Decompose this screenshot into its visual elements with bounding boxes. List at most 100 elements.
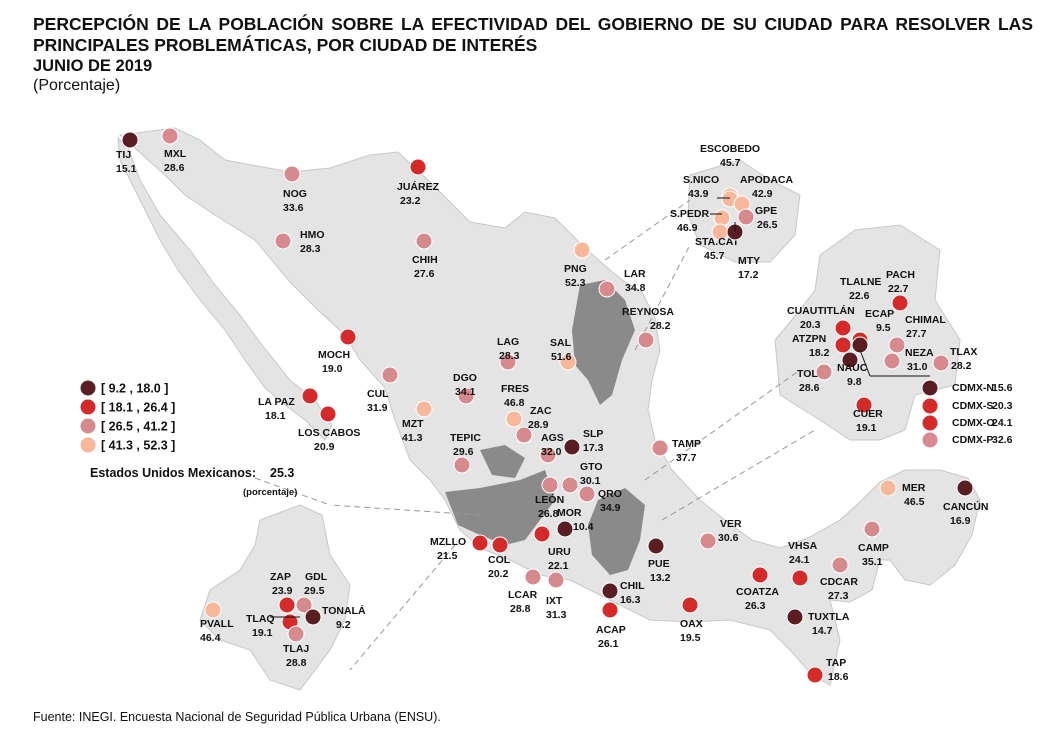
city-mor-marker — [556, 520, 574, 538]
cdmx-tol-value: 28.6 — [799, 382, 820, 394]
city-cul-name: CUL — [367, 388, 389, 400]
city-leon-marker — [541, 476, 559, 494]
city-tamp-name: TAMP — [672, 438, 701, 450]
mty-s-nico-value: 43.9 — [688, 188, 709, 200]
city-tuxtla-marker — [786, 608, 804, 626]
city-ver-name: VER — [720, 518, 742, 530]
cdmx-cdmx-n-name: CDMX-N — [952, 382, 994, 394]
city-cdcar-value: 27.3 — [828, 590, 849, 602]
city-hmo-value: 28.3 — [300, 243, 321, 255]
city-zac-name: ZAC — [530, 405, 552, 417]
cdmx-nauc-name: NAUC — [837, 362, 868, 374]
legend-label-1: [ 9.2 , 18.0 ] — [101, 382, 168, 396]
cdmx-neza-marker — [883, 352, 901, 370]
city-leon-name: LEÓN — [535, 493, 564, 506]
city-col-marker — [491, 536, 509, 554]
cdmx-chimal-name: CHIMAL — [905, 314, 946, 326]
gdl-gdl-marker — [295, 596, 313, 614]
city-dgo-value: 34.1 — [455, 386, 476, 398]
city-juarez-name: JUÁREZ — [397, 180, 440, 193]
city-uru-value: 22.1 — [548, 560, 569, 572]
gdl-tlaq-name: TLAQ — [246, 613, 275, 625]
city-zac-value: 28.9 — [528, 419, 549, 431]
cdmx-neza-name: NEZA — [905, 347, 934, 359]
legend-label-4: [ 41.3 , 52.3 ] — [101, 439, 175, 453]
city-sal-value: 51.6 — [551, 351, 572, 363]
city-nog-value: 33.6 — [283, 202, 304, 214]
city-mzt-marker — [415, 400, 433, 418]
city-tuxtla-name: TUXTLA — [808, 611, 850, 623]
city-cul-marker — [381, 366, 399, 384]
city-acap-marker — [601, 601, 619, 619]
gdl-pvall-name: PVALL — [200, 618, 234, 630]
city-vhsa-value: 24.1 — [789, 554, 810, 566]
cdmx-cdmx-p-value: 32.6 — [992, 434, 1013, 446]
city-camp-name: CAMP — [858, 542, 889, 554]
inset-cdmx: PACH 22.7 TLALNE 22.6 CUAUTITLÁN 20.3 ECAP 9.5 C… — [787, 269, 1013, 449]
city-tap-marker — [806, 666, 824, 684]
city-chil-name: CHIL — [620, 580, 645, 592]
cdmx-cdmx-s-name: CDMX-S — [952, 400, 993, 412]
city-cancun-name: CANCÚN — [943, 500, 989, 513]
national-value: 25.3 — [270, 466, 294, 480]
city-mxl-value: 28.6 — [164, 162, 185, 174]
mty-s-pedr-marker — [713, 209, 731, 227]
city-la-paz-value: 18.1 — [265, 410, 286, 422]
cdmx-cdmx-n-marker — [921, 379, 939, 397]
cdmx-cdmx-p-name: CDMX-P — [952, 434, 993, 446]
legend-label-3: [ 26.5 , 41.2 ] — [101, 420, 175, 434]
city-chih-name: CHIH — [412, 254, 438, 266]
source-note: Fuente: INEGI. Encuesta Nacional de Segu… — [33, 710, 441, 724]
city-mzt-name: MZT — [402, 418, 424, 430]
cdmx-cuer-name: CUER — [853, 408, 883, 420]
city-png-value: 52.3 — [565, 277, 586, 289]
city-acap-value: 26.1 — [598, 638, 619, 650]
city-moch-name: MOCH — [318, 349, 350, 361]
city-lar-name: LAR — [624, 268, 646, 280]
cdmx-tlalne-value: 22.6 — [849, 290, 870, 302]
legend-swatch-2 — [80, 399, 96, 415]
mty-gpe-value: 26.5 — [757, 219, 778, 231]
city-ver-marker — [699, 532, 717, 550]
gdl-tonala-name: TONALÁ — [322, 604, 366, 617]
cdmx-cdmx-o-name: CDMX-O — [952, 417, 995, 429]
city-moch-marker — [339, 328, 357, 346]
city-la-paz-marker — [301, 387, 319, 405]
cdmx-tlax-value: 28.2 — [951, 360, 972, 372]
legend-swatch-4 — [80, 437, 96, 453]
cdmx-cuautitlan-name: CUAUTITLÁN — [787, 304, 855, 317]
city-reynosa-marker — [637, 331, 655, 349]
city-coatza-marker — [751, 566, 769, 584]
mty-mty-name: MTY — [738, 255, 760, 267]
gdl-gdl-name: GDL — [305, 571, 328, 583]
city-col-value: 20.2 — [488, 568, 509, 580]
cities-layer: TIJ 15.1 MXL 28.6 NOG 33.6 JUÁREZ 23.2 HMO 28.3 CH… — [116, 127, 989, 684]
city-pue-name: PUE — [648, 558, 670, 570]
city-cancun-value: 16.9 — [950, 515, 971, 527]
city-lag-name: LAG — [497, 336, 519, 348]
inset-cdmx-shape — [774, 224, 961, 441]
city-cancun-marker — [956, 479, 974, 497]
city-fres-marker — [505, 410, 523, 428]
mty-s-nico-name: S.NICO — [683, 174, 719, 186]
gdl-tlaq-value: 19.1 — [252, 627, 273, 639]
cdmx-cuer-value: 19.1 — [856, 422, 877, 434]
mty-s-pedr-name: S.PEDR — [670, 208, 710, 220]
cdmx-tlalne-name: TLALNE — [840, 276, 881, 288]
city-tij-value: 15.1 — [116, 163, 137, 175]
city-reynosa-value: 28.2 — [650, 320, 671, 332]
city-ags-marker — [539, 446, 557, 464]
cdmx-tlax-name: TLAX — [950, 346, 977, 358]
city-gto-marker — [561, 476, 579, 494]
city-hmo-name: HMO — [300, 229, 325, 241]
city-png-marker — [573, 241, 591, 259]
gdl-pvall-marker — [204, 601, 222, 619]
city-uru-name: URU — [548, 546, 571, 558]
gdl-tlaj-name: TLAJ — [283, 643, 309, 655]
mty-apodaca-name: APODACA — [740, 174, 794, 186]
cdmx-ecap-marker — [851, 336, 869, 354]
city-chil-value: 16.3 — [620, 594, 641, 606]
city-tuxtla-value: 14.7 — [812, 625, 833, 637]
gdl-zap-value: 23.9 — [272, 585, 293, 597]
